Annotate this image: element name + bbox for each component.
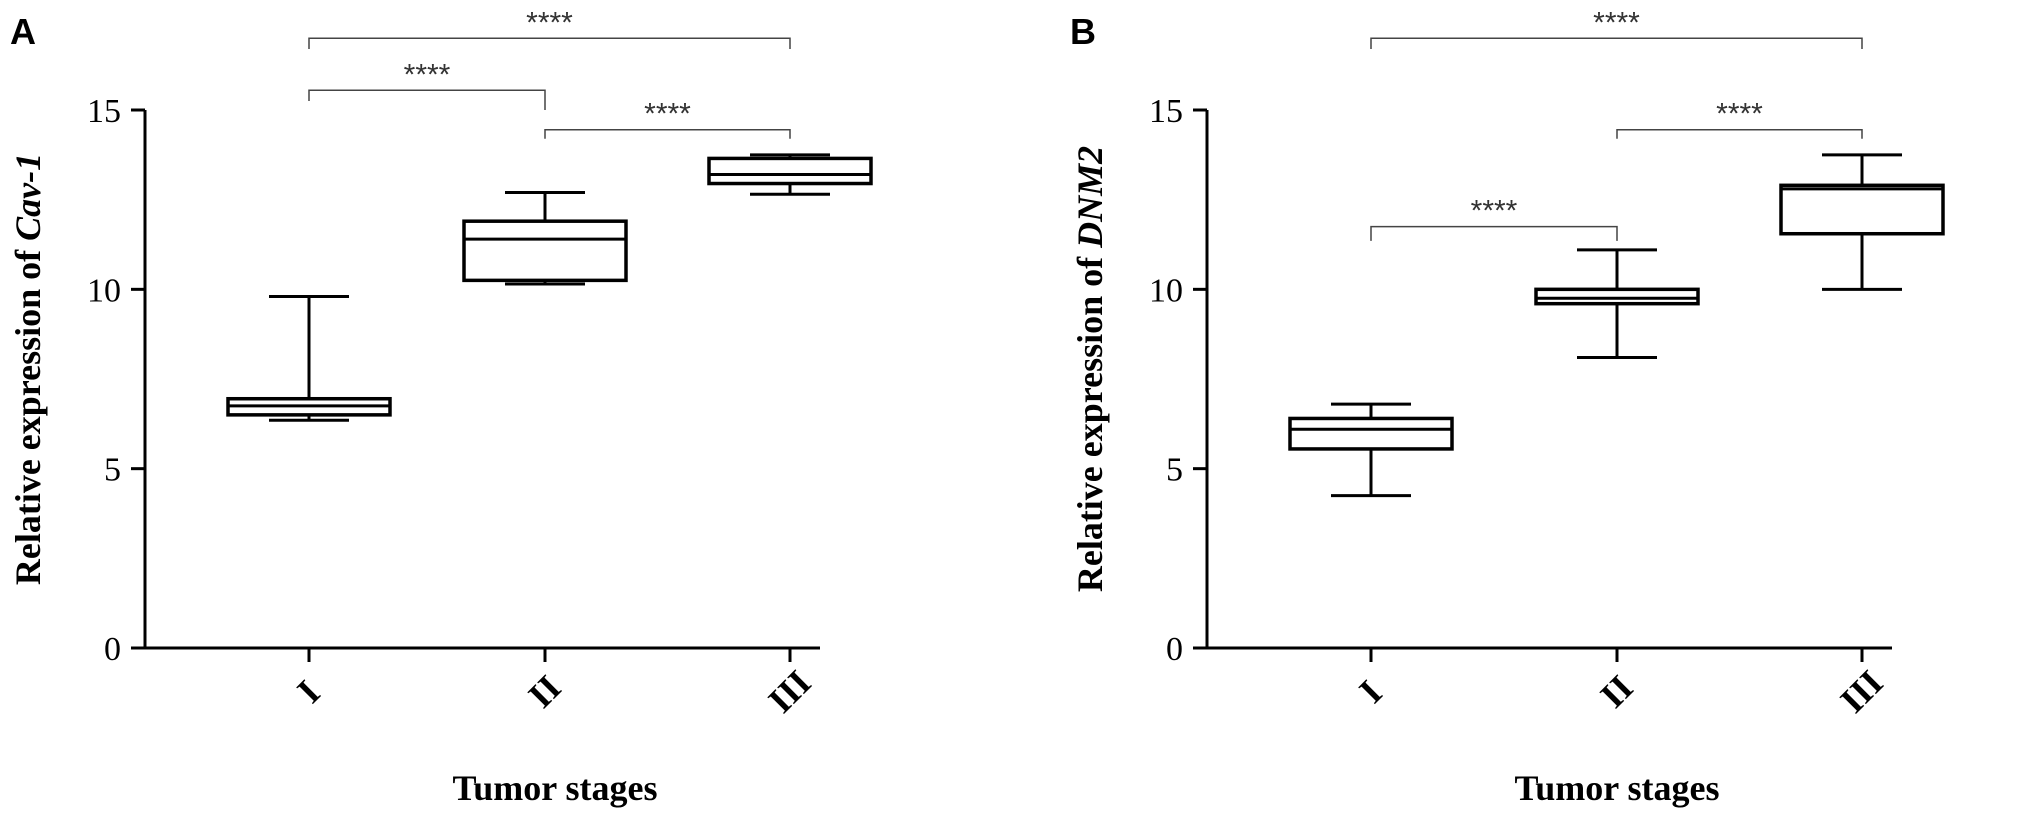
y-axis-title-prefix: Relative expression of: [8, 241, 48, 585]
significance-bracket: [544, 128, 791, 139]
y-tick-label: 15: [87, 93, 121, 130]
significance-bracket: [1616, 128, 1863, 139]
y-axis-title: Relative expression of Cav-1: [8, 153, 48, 585]
box-iii: [1779, 153, 1945, 291]
panel-letter: A: [10, 11, 36, 52]
significance-ii-iii: ****: [1616, 98, 1863, 139]
significance-bracket: [1370, 225, 1618, 241]
x-axis-title: Tumor stages: [452, 768, 657, 808]
y-tick-label: 15: [1149, 93, 1183, 130]
significance-bracket: [308, 89, 546, 110]
significance-label: ****: [1593, 6, 1640, 39]
box-i: [1288, 402, 1454, 498]
y-tick-label: 0: [1166, 631, 1183, 668]
panel-letter: B: [1070, 11, 1096, 52]
box-i: [226, 295, 392, 422]
x-tick-label: III: [1833, 663, 1891, 721]
x-tick-label: I: [289, 672, 327, 710]
box-body: [1779, 183, 1945, 236]
y-axis-title-gene: DNM2: [1070, 146, 1110, 249]
x-tick-label: II: [1592, 667, 1640, 715]
y-tick-label: 10: [1149, 272, 1183, 309]
x-tick-label: III: [761, 663, 819, 721]
box-body: [1534, 287, 1700, 306]
significance-bracket: [308, 37, 791, 50]
significance-label: ****: [1471, 195, 1518, 228]
box-ii: [1534, 248, 1700, 359]
box-iii: [707, 153, 873, 196]
box-ii: [462, 190, 628, 286]
significance-label: ****: [1716, 98, 1763, 131]
box-body: [462, 219, 628, 283]
significance-i-ii: ****: [1370, 195, 1618, 241]
significance-label: ****: [644, 98, 691, 131]
y-tick-label: 5: [1166, 452, 1183, 489]
y-axis-title-gene: Cav-1: [8, 153, 48, 241]
y-tick-label: 5: [104, 452, 121, 489]
y-tick-label: 10: [87, 272, 121, 309]
significance-label: ****: [526, 6, 573, 39]
y-axis-title-prefix: Relative expression of: [1070, 248, 1110, 592]
significance-i-iii: ****: [308, 6, 791, 50]
y-tick-label: 0: [104, 631, 121, 668]
x-axis-title: Tumor stages: [1514, 768, 1719, 808]
significance-i-iii: ****: [1370, 6, 1863, 50]
box-body: [1288, 416, 1454, 451]
x-tick-label: I: [1351, 672, 1389, 710]
significance-i-ii: ****: [308, 58, 546, 110]
significance-label: ****: [404, 58, 451, 91]
significance-ii-iii: ****: [544, 98, 791, 139]
y-axis-title: Relative expression of DNM2: [1070, 146, 1110, 592]
significance-bracket: [1370, 37, 1863, 50]
box-body: [707, 156, 873, 186]
x-tick-label: II: [520, 667, 568, 715]
